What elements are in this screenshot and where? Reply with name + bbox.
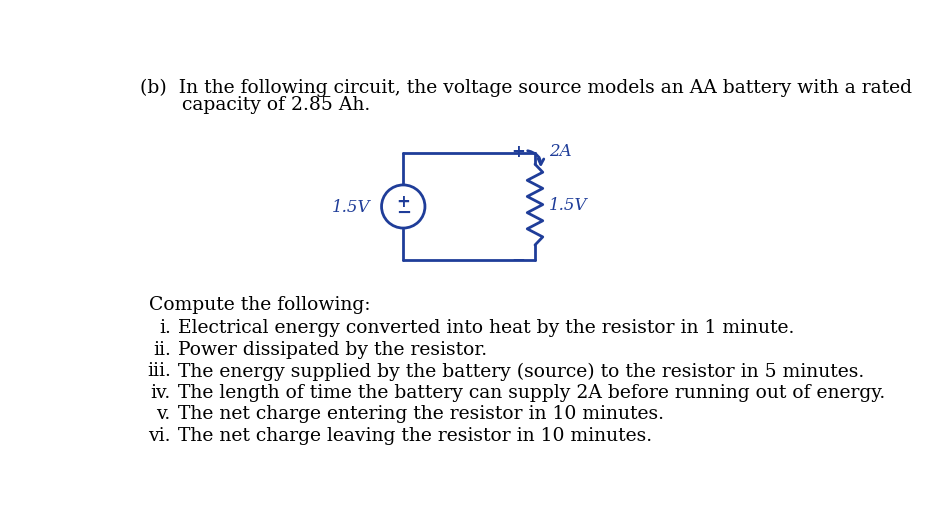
Text: vi.: vi.	[148, 426, 171, 444]
Text: −: −	[511, 249, 525, 267]
Text: i.: i.	[158, 319, 171, 336]
Text: The net charge entering the resistor in 10 minutes.: The net charge entering the resistor in …	[179, 405, 665, 422]
Text: +: +	[511, 143, 525, 161]
Text: 1.5V: 1.5V	[549, 196, 587, 213]
Text: iii.: iii.	[147, 361, 171, 380]
Text: Power dissipated by the resistor.: Power dissipated by the resistor.	[179, 340, 487, 358]
Text: Compute the following:: Compute the following:	[149, 295, 371, 314]
Text: 2A: 2A	[549, 143, 571, 159]
Text: 1.5V: 1.5V	[332, 199, 371, 216]
Text: The net charge leaving the resistor in 10 minutes.: The net charge leaving the resistor in 1…	[179, 426, 652, 444]
Text: ii.: ii.	[153, 340, 171, 358]
Text: The energy supplied by the battery (source) to the resistor in 5 minutes.: The energy supplied by the battery (sour…	[179, 361, 865, 380]
Text: −: −	[396, 204, 411, 221]
Text: The length of time the battery can supply 2A before running out of energy.: The length of time the battery can suppl…	[179, 383, 885, 401]
Text: +: +	[396, 193, 410, 211]
Text: capacity of 2.85 Ah.: capacity of 2.85 Ah.	[140, 96, 370, 114]
Text: v.: v.	[157, 405, 171, 422]
Text: Electrical energy converted into heat by the resistor in 1 minute.: Electrical energy converted into heat by…	[179, 319, 795, 336]
Text: iv.: iv.	[150, 383, 171, 401]
Text: (b)  In the following circuit, the voltage source models an AA battery with a ra: (b) In the following circuit, the voltag…	[140, 79, 911, 97]
